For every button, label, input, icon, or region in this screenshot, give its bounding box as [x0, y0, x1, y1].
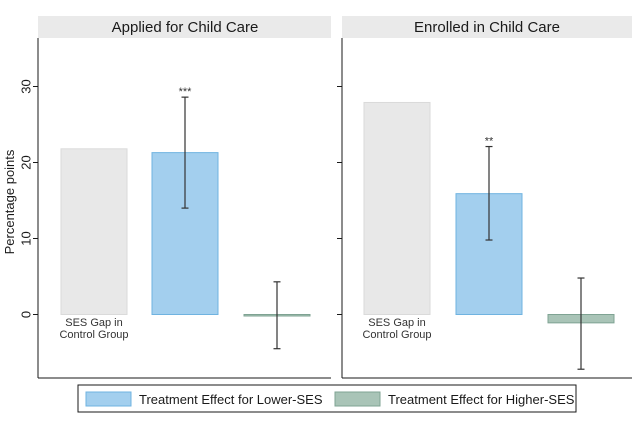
- legend-box: [77, 384, 577, 413]
- legend-label-higher-ses: Treatment Effect for Higher-SES: [388, 392, 575, 407]
- panel-title-strip-right: [342, 16, 632, 38]
- bar-applied-0: [60, 148, 128, 315]
- bar-category-label: Control Group: [59, 329, 128, 341]
- significance-label: ***: [179, 86, 193, 98]
- legend-swatch-lower-ses: [85, 391, 132, 407]
- bar-category-label: SES Gap in: [368, 317, 425, 329]
- bar-category-label: Control Group: [362, 329, 431, 341]
- y-axis-label: Percentage points: [2, 149, 17, 254]
- y-ticks-left: 0 10 20 30: [19, 79, 342, 318]
- y-tick-label: 10: [19, 231, 34, 245]
- legend-swatch-higher-ses: [334, 391, 381, 407]
- panel-title-applied: Applied for Child Care: [112, 19, 259, 36]
- bar-category-label: SES Gap in: [65, 317, 122, 329]
- panel-title-strip-left: [38, 16, 331, 38]
- y-tick-label: 0: [19, 311, 34, 318]
- significance-label: **: [485, 136, 494, 148]
- legend-label-lower-ses: Treatment Effect for Lower-SES: [139, 392, 323, 407]
- y-tick-label: 30: [19, 79, 34, 93]
- panel-title-enrolled: Enrolled in Child Care: [414, 19, 560, 36]
- y-tick-label: 20: [19, 155, 34, 169]
- bar-enrolled-0: [363, 101, 431, 315]
